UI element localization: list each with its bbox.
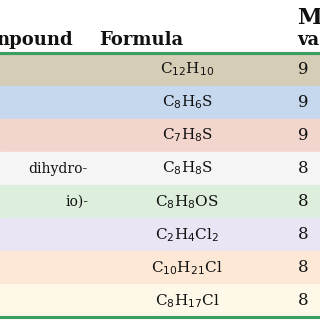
Text: Ma: Ma — [298, 7, 320, 28]
Text: 8: 8 — [298, 259, 308, 276]
Text: C$_8$H$_8$OS: C$_8$H$_8$OS — [156, 193, 219, 211]
Text: va: va — [298, 31, 320, 49]
Text: C$_7$H$_8$S: C$_7$H$_8$S — [162, 127, 213, 144]
Bar — [0, 86, 320, 119]
Text: Formula: Formula — [99, 31, 183, 49]
Bar — [0, 53, 320, 86]
Bar — [0, 119, 320, 152]
Text: 9: 9 — [298, 61, 308, 78]
Text: 8: 8 — [298, 292, 308, 309]
Bar — [0, 218, 320, 251]
Bar — [0, 251, 320, 284]
Text: 8: 8 — [298, 193, 308, 210]
Text: io)-: io)- — [65, 195, 88, 209]
Text: 8: 8 — [298, 226, 308, 243]
Text: 9: 9 — [298, 94, 308, 111]
Text: C$_8$H$_{17}$Cl: C$_8$H$_{17}$Cl — [155, 292, 220, 310]
Text: 9: 9 — [298, 127, 308, 144]
Text: dihydro-: dihydro- — [29, 162, 88, 176]
Bar — [0, 284, 320, 317]
Text: C$_8$H$_8$S: C$_8$H$_8$S — [162, 160, 213, 177]
Text: C$_{12}$H$_{10}$: C$_{12}$H$_{10}$ — [160, 60, 214, 78]
Text: C$_{10}$H$_{21}$Cl: C$_{10}$H$_{21}$Cl — [151, 259, 223, 277]
Bar — [0, 0, 320, 53]
Bar — [0, 185, 320, 218]
Text: 8: 8 — [298, 160, 308, 177]
Text: C$_8$H$_6$S: C$_8$H$_6$S — [162, 93, 213, 111]
Text: C$_2$H$_4$Cl$_2$: C$_2$H$_4$Cl$_2$ — [155, 226, 219, 244]
Bar — [0, 152, 320, 185]
Text: npound: npound — [0, 31, 73, 49]
